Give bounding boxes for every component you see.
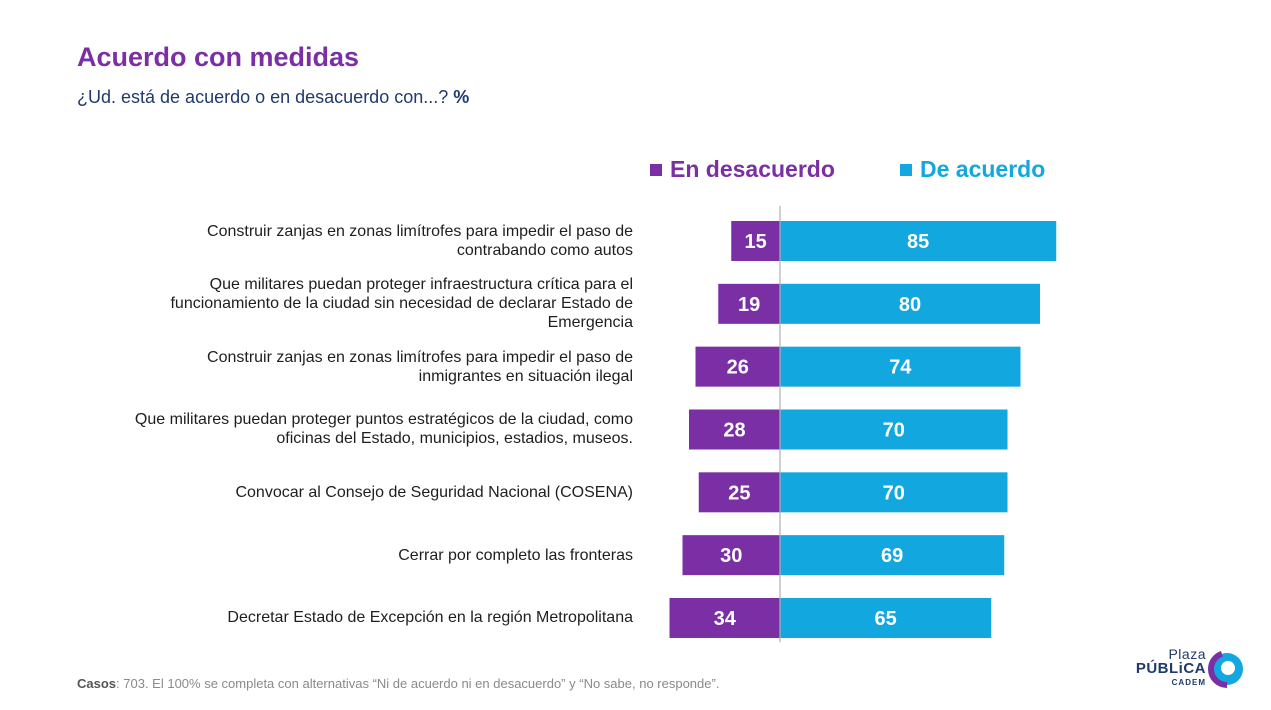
data-label-disagree: 19 xyxy=(738,294,760,316)
data-label-agree: 85 xyxy=(907,231,929,253)
legend-label-agree: De acuerdo xyxy=(920,156,1046,182)
data-label-agree: 70 xyxy=(883,419,905,441)
bar-agree xyxy=(780,472,1008,513)
page-title: Acuerdo con medidas xyxy=(77,42,360,72)
data-label-disagree: 26 xyxy=(727,357,749,379)
subtitle-text: ¿Ud. está de acuerdo o en desacuerdo con… xyxy=(77,87,449,107)
category-label: Construir zanjas en zonas limítrofes par… xyxy=(207,223,633,259)
page-subtitle: ¿Ud. está de acuerdo o en desacuerdo con… xyxy=(77,87,469,108)
logo-mark-icon xyxy=(1208,650,1246,688)
bar-disagree xyxy=(698,472,780,513)
category-label: Convocar al Consejo de Seguridad Naciona… xyxy=(235,483,633,501)
bar-agree xyxy=(780,221,1057,261)
legend-item-disagree: En desacuerdo xyxy=(650,156,835,183)
legend-label-disagree: En desacuerdo xyxy=(670,156,835,182)
data-label-disagree: 15 xyxy=(745,231,767,253)
data-label-agree: 80 xyxy=(899,294,921,316)
bar-disagree xyxy=(718,283,780,324)
data-label-disagree: 34 xyxy=(714,608,737,630)
bar-disagree xyxy=(695,346,780,387)
category-label: Decretar Estado de Excepción en la regió… xyxy=(227,609,633,627)
category-label: Que militares puedan proteger infraestru… xyxy=(170,276,633,332)
data-label-disagree: 30 xyxy=(720,545,742,567)
logo-text-plaza: Plaza xyxy=(1168,646,1206,662)
legend-swatch-agree xyxy=(900,163,912,176)
plaza-publica-logo: Plaza PÚBLiCA CADEM xyxy=(1124,646,1246,690)
category-label: Construir zanjas en zonas limítrofes par… xyxy=(207,348,633,385)
bar-agree xyxy=(780,346,1021,387)
legend-item-agree: De acuerdo xyxy=(900,156,1045,183)
logo-text-publica: PÚBLiCA xyxy=(1135,660,1206,677)
data-label-disagree: 25 xyxy=(728,482,750,504)
bar-disagree xyxy=(689,409,780,450)
bar-disagree xyxy=(682,535,780,576)
data-label-agree: 74 xyxy=(889,357,912,379)
bar-agree xyxy=(780,597,992,638)
data-label-disagree: 28 xyxy=(723,419,745,441)
bar-agree xyxy=(780,283,1040,324)
bar-agree xyxy=(780,535,1005,576)
footer-text: : 703. El 100% se completa con alternati… xyxy=(116,676,720,691)
data-label-agree: 65 xyxy=(875,608,897,630)
bar-disagree xyxy=(669,597,780,638)
category-label: Cerrar por completo las fronteras xyxy=(398,546,633,564)
bar-disagree xyxy=(731,221,780,261)
chart-legend: En desacuerdo De acuerdo xyxy=(650,156,1080,188)
logo-text-cadem: CADEM xyxy=(1171,678,1206,687)
legend-swatch-disagree xyxy=(650,163,662,176)
category-label: Que militares puedan proteger puntos est… xyxy=(134,411,633,448)
data-label-agree: 69 xyxy=(881,545,903,567)
bar-agree xyxy=(780,409,1008,450)
data-label-agree: 70 xyxy=(883,482,905,504)
footer-note: Casos: 703. El 100% se completa con alte… xyxy=(77,676,719,691)
footer-label: Casos xyxy=(77,676,117,691)
subtitle-unit: % xyxy=(453,87,470,107)
